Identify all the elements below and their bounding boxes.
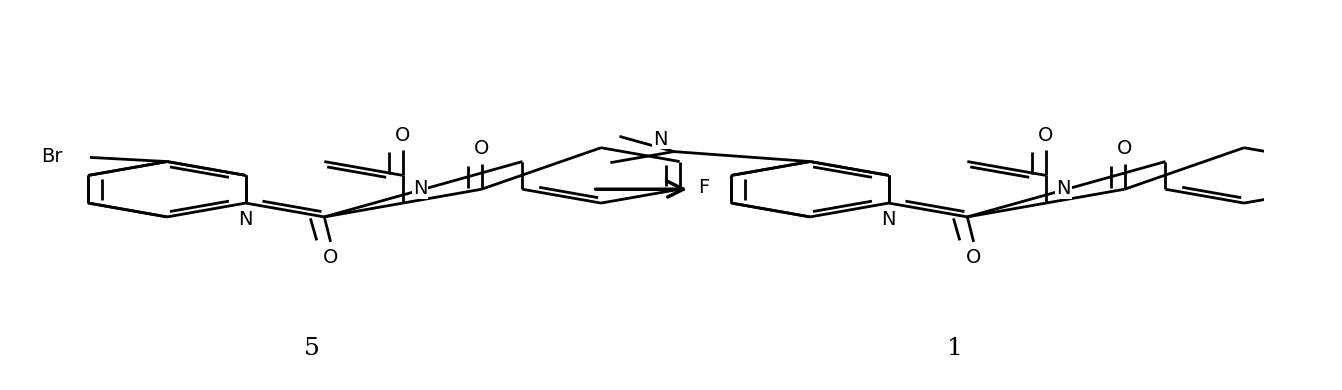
Text: N: N	[413, 179, 428, 199]
Text: F: F	[699, 178, 710, 197]
Text: N: N	[654, 129, 667, 149]
Text: O: O	[396, 126, 411, 145]
Text: O: O	[1117, 140, 1133, 158]
Text: N: N	[239, 210, 252, 229]
Text: O: O	[966, 248, 981, 267]
Text: N: N	[1056, 179, 1071, 199]
Text: N: N	[882, 210, 896, 229]
Text: O: O	[1039, 126, 1053, 145]
Text: Br: Br	[40, 147, 62, 166]
Text: 1: 1	[947, 337, 962, 360]
Text: 5: 5	[303, 337, 319, 360]
Text: O: O	[474, 140, 490, 158]
Text: O: O	[323, 248, 338, 267]
